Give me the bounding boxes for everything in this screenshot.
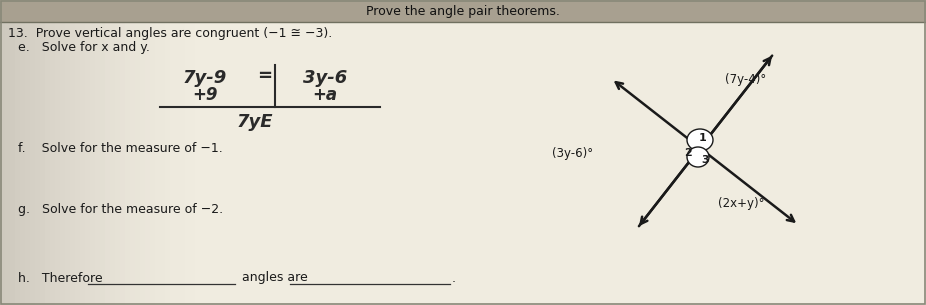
FancyBboxPatch shape (105, 22, 110, 305)
Ellipse shape (687, 147, 709, 167)
Text: +9: +9 (193, 86, 218, 104)
FancyBboxPatch shape (55, 22, 60, 305)
FancyBboxPatch shape (35, 22, 40, 305)
FancyBboxPatch shape (145, 22, 150, 305)
FancyBboxPatch shape (50, 22, 55, 305)
Text: 7yE: 7yE (237, 113, 273, 131)
Text: +a: +a (312, 86, 338, 104)
FancyBboxPatch shape (100, 22, 105, 305)
FancyBboxPatch shape (95, 22, 100, 305)
Text: h.   Therefore: h. Therefore (18, 271, 103, 285)
Text: 1: 1 (699, 133, 707, 143)
FancyBboxPatch shape (5, 22, 10, 305)
Text: 3: 3 (701, 155, 708, 165)
FancyBboxPatch shape (40, 22, 45, 305)
FancyBboxPatch shape (10, 22, 15, 305)
Text: (3y-6)°: (3y-6)° (552, 146, 594, 160)
FancyBboxPatch shape (75, 22, 80, 305)
FancyBboxPatch shape (140, 22, 145, 305)
FancyBboxPatch shape (0, 0, 926, 22)
Text: =: = (257, 67, 272, 85)
FancyBboxPatch shape (15, 22, 20, 305)
FancyBboxPatch shape (120, 22, 125, 305)
Text: 2: 2 (684, 148, 692, 158)
Text: 13.  Prove vertical angles are congruent (−1 ≅ −3).: 13. Prove vertical angles are congruent … (8, 27, 332, 41)
Text: 3y-6: 3y-6 (303, 69, 347, 87)
Text: 7y-9: 7y-9 (182, 69, 227, 87)
Text: Prove the angle pair theorems.: Prove the angle pair theorems. (366, 5, 560, 19)
FancyBboxPatch shape (90, 22, 95, 305)
Text: .: . (452, 271, 456, 285)
FancyBboxPatch shape (45, 22, 50, 305)
FancyBboxPatch shape (0, 22, 5, 305)
Text: angles are: angles are (242, 271, 307, 285)
FancyBboxPatch shape (110, 22, 115, 305)
FancyBboxPatch shape (25, 22, 30, 305)
Ellipse shape (687, 129, 713, 151)
Text: f.    Solve for the measure of −1.: f. Solve for the measure of −1. (18, 142, 223, 155)
Text: (7y-4)°: (7y-4)° (725, 74, 766, 87)
FancyBboxPatch shape (80, 22, 85, 305)
FancyBboxPatch shape (85, 22, 90, 305)
FancyBboxPatch shape (30, 22, 35, 305)
Text: (2x+y)°: (2x+y)° (718, 196, 765, 210)
FancyBboxPatch shape (125, 22, 130, 305)
FancyBboxPatch shape (60, 22, 65, 305)
FancyBboxPatch shape (20, 22, 25, 305)
FancyBboxPatch shape (115, 22, 120, 305)
FancyBboxPatch shape (70, 22, 75, 305)
FancyBboxPatch shape (65, 22, 70, 305)
FancyBboxPatch shape (135, 22, 140, 305)
FancyBboxPatch shape (130, 22, 135, 305)
Text: g.   Solve for the measure of −2.: g. Solve for the measure of −2. (18, 203, 223, 217)
Text: e.   Solve for x and y.: e. Solve for x and y. (18, 41, 150, 55)
